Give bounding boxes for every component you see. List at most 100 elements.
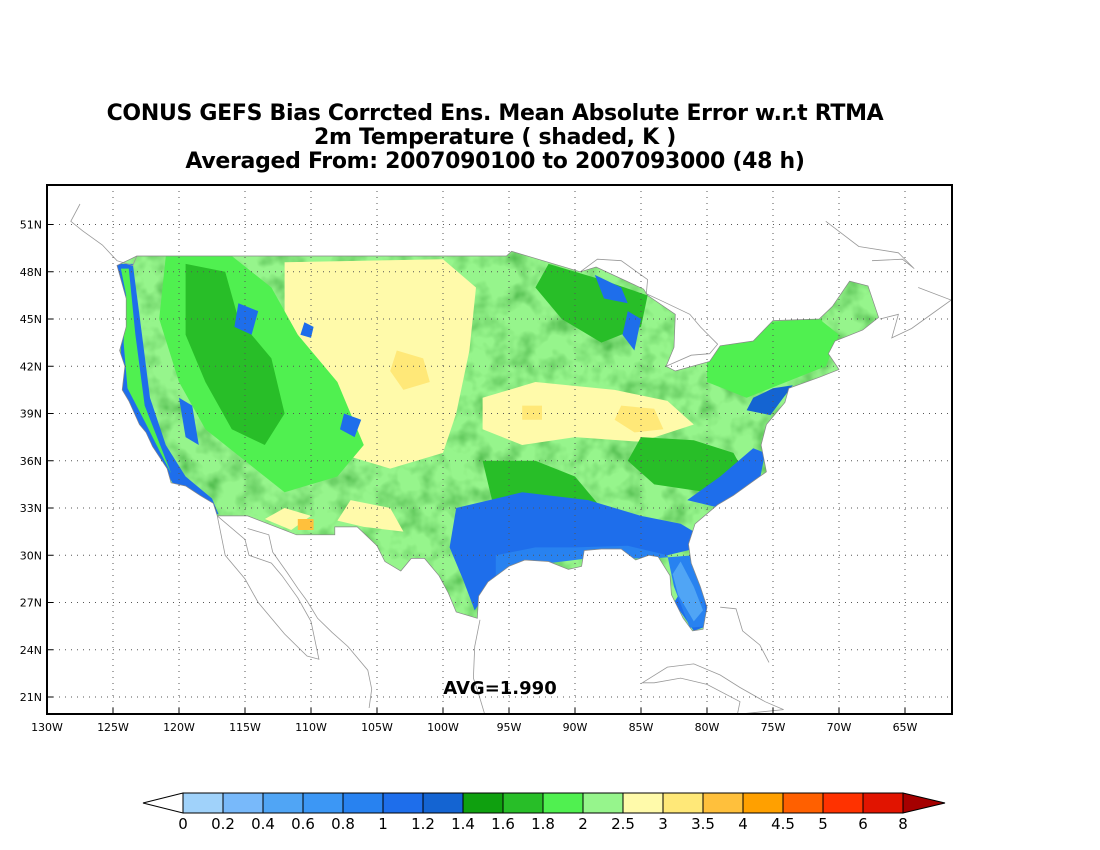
lon-tick-label: 70W	[827, 721, 852, 734]
colorbar-swatch	[862, 792, 904, 814]
lon-tick-label: 65W	[893, 721, 918, 734]
colorbar-label: 2	[578, 815, 588, 833]
lat-tick-label: 48N	[20, 266, 42, 279]
lon-tick-label: 75W	[761, 721, 786, 734]
field-zone-gulf-coast	[449, 492, 714, 631]
colorbar-over-arrow	[902, 792, 946, 814]
lon-tick-label: 95W	[497, 721, 522, 734]
field-zone-gulf-inner	[495, 545, 707, 628]
lat-tick-label: 21N	[20, 691, 42, 704]
title-line-2: 2m Temperature ( shaded, K )	[314, 125, 676, 150]
lon-tick-label: 80W	[695, 721, 720, 734]
field-zone-west-coast-inner	[120, 268, 172, 474]
baja-coast	[216, 515, 320, 660]
colorbar-swatch	[182, 792, 224, 814]
lon-tick-label: 120W	[163, 721, 195, 734]
colorbar-swatch	[382, 792, 424, 814]
field-zone-great-lakes	[535, 263, 648, 343]
colorbar-label: 0.6	[291, 815, 315, 833]
colorbar-label: 6	[858, 815, 868, 833]
field-zone-appalachia	[627, 437, 747, 493]
lat-tick-label: 24N	[20, 644, 42, 657]
colorbar-label: 0.4	[251, 815, 275, 833]
colorbar-swatch	[222, 792, 264, 814]
field-zone-arizona	[264, 508, 311, 530]
colorbar-label: 0.8	[331, 815, 355, 833]
colorbar-label: 1.4	[451, 815, 475, 833]
colorbar-label: 1.2	[411, 815, 435, 833]
field-pocket-yellowstone	[300, 322, 314, 338]
vancouver-island-coast	[70, 203, 138, 266]
lat-tick-label: 36N	[20, 455, 42, 468]
colorbar-label: 1.6	[491, 815, 515, 833]
bahamas-outline	[720, 606, 770, 663]
field-pocket-idaho	[234, 303, 259, 335]
map-title: CONUS GEFS Bias Corrcted Ens. Mean Absol…	[0, 102, 990, 174]
colorbar-swatch	[422, 792, 464, 814]
colorbar-swatch	[702, 792, 744, 814]
lon-tick-label: 105W	[361, 721, 393, 734]
lon-tick-label: 110W	[295, 721, 327, 734]
title-line-1: CONUS GEFS Bias Corrcted Ens. Mean Absol…	[106, 101, 884, 126]
colorbar-label: 4	[738, 815, 748, 833]
colorbar-label: 2.5	[611, 815, 635, 833]
colorbar-label: 1.8	[531, 815, 555, 833]
lat-axis: 21N 24N 27N 30N 33N 36N 39N 42N 45N 48N 51N	[20, 219, 53, 704]
cuba-outline	[640, 663, 784, 714]
lon-tick-label: 125W	[97, 721, 129, 734]
colorbar-swatch	[622, 792, 664, 814]
mexico-gulf-coast	[472, 619, 486, 714]
lat-tick-label: 27N	[20, 597, 42, 610]
lat-tick-label: 45N	[20, 313, 42, 326]
lat-tick-label: 39N	[20, 408, 42, 421]
colorbar-swatch	[782, 792, 824, 814]
mexico-west-coast	[247, 528, 373, 709]
colorbar-swatch	[742, 792, 784, 814]
lat-tick-label: 42N	[20, 360, 42, 373]
colorbar-swatch	[822, 792, 864, 814]
field-zone-carolina-coast	[687, 448, 766, 508]
colorbar: 0 0.2 0.4 0.6 0.8 1 1.2 1.4 1.6 1.8 2 2.5 3 3.5 4 4.5 5 6…	[142, 792, 946, 833]
colorbar-label: 4.5	[771, 815, 795, 833]
lon-tick-label: 100W	[427, 721, 459, 734]
colorbar-swatch	[582, 792, 624, 814]
colorbar-swatch	[302, 792, 344, 814]
field-pocket-lake-michigan	[622, 311, 641, 351]
colorbar-label: 0	[178, 815, 188, 833]
colorbar-label: 3.5	[691, 815, 715, 833]
gridlines	[46, 185, 952, 714]
colorbar-label: 8	[898, 815, 908, 833]
map-frame	[46, 184, 953, 715]
gulf-st-lawrence-coast	[825, 220, 915, 269]
avg-annotation: AVG=1.990	[443, 678, 556, 699]
colorbar-swatch	[502, 792, 544, 814]
colorbar-label: 0.2	[211, 815, 235, 833]
colorbar-label: 5	[818, 815, 828, 833]
conus-outline	[116, 250, 880, 632]
field-spot-missouri	[522, 405, 542, 420]
field-spot-kentucky	[614, 405, 664, 433]
lon-axis: 130W 125W 120W 115W 110W 105W 100W 95W 90W 85W 80W…	[31, 708, 918, 734]
colorbar-swatch	[262, 792, 304, 814]
field-pocket-lake-superior	[594, 274, 628, 304]
lon-tick-label: 90W	[563, 721, 588, 734]
field-zone-rockies-mid	[185, 263, 285, 445]
lat-tick-label: 51N	[20, 219, 42, 232]
colorbar-swatch	[542, 792, 584, 814]
lat-tick-label: 33N	[20, 502, 42, 515]
lon-tick-label: 85W	[629, 721, 654, 734]
field-pocket-colorado	[340, 413, 362, 438]
lat-tick-label: 30N	[20, 549, 42, 562]
colorbar-label: 3	[658, 815, 668, 833]
field-pocket-sierra	[179, 397, 199, 445]
title-line-3: Averaged From: 2007090100 to 2007093000 …	[185, 149, 805, 174]
coastlines	[70, 203, 952, 714]
colorbar-swatch	[342, 792, 384, 814]
field-spot-plains	[390, 350, 430, 390]
colorbar-label: 1	[378, 815, 388, 833]
colorbar-swatch	[462, 792, 504, 814]
nova-scotia-coast	[879, 287, 952, 339]
colorbar-under-arrow	[142, 792, 184, 814]
lon-tick-label: 130W	[31, 721, 63, 734]
